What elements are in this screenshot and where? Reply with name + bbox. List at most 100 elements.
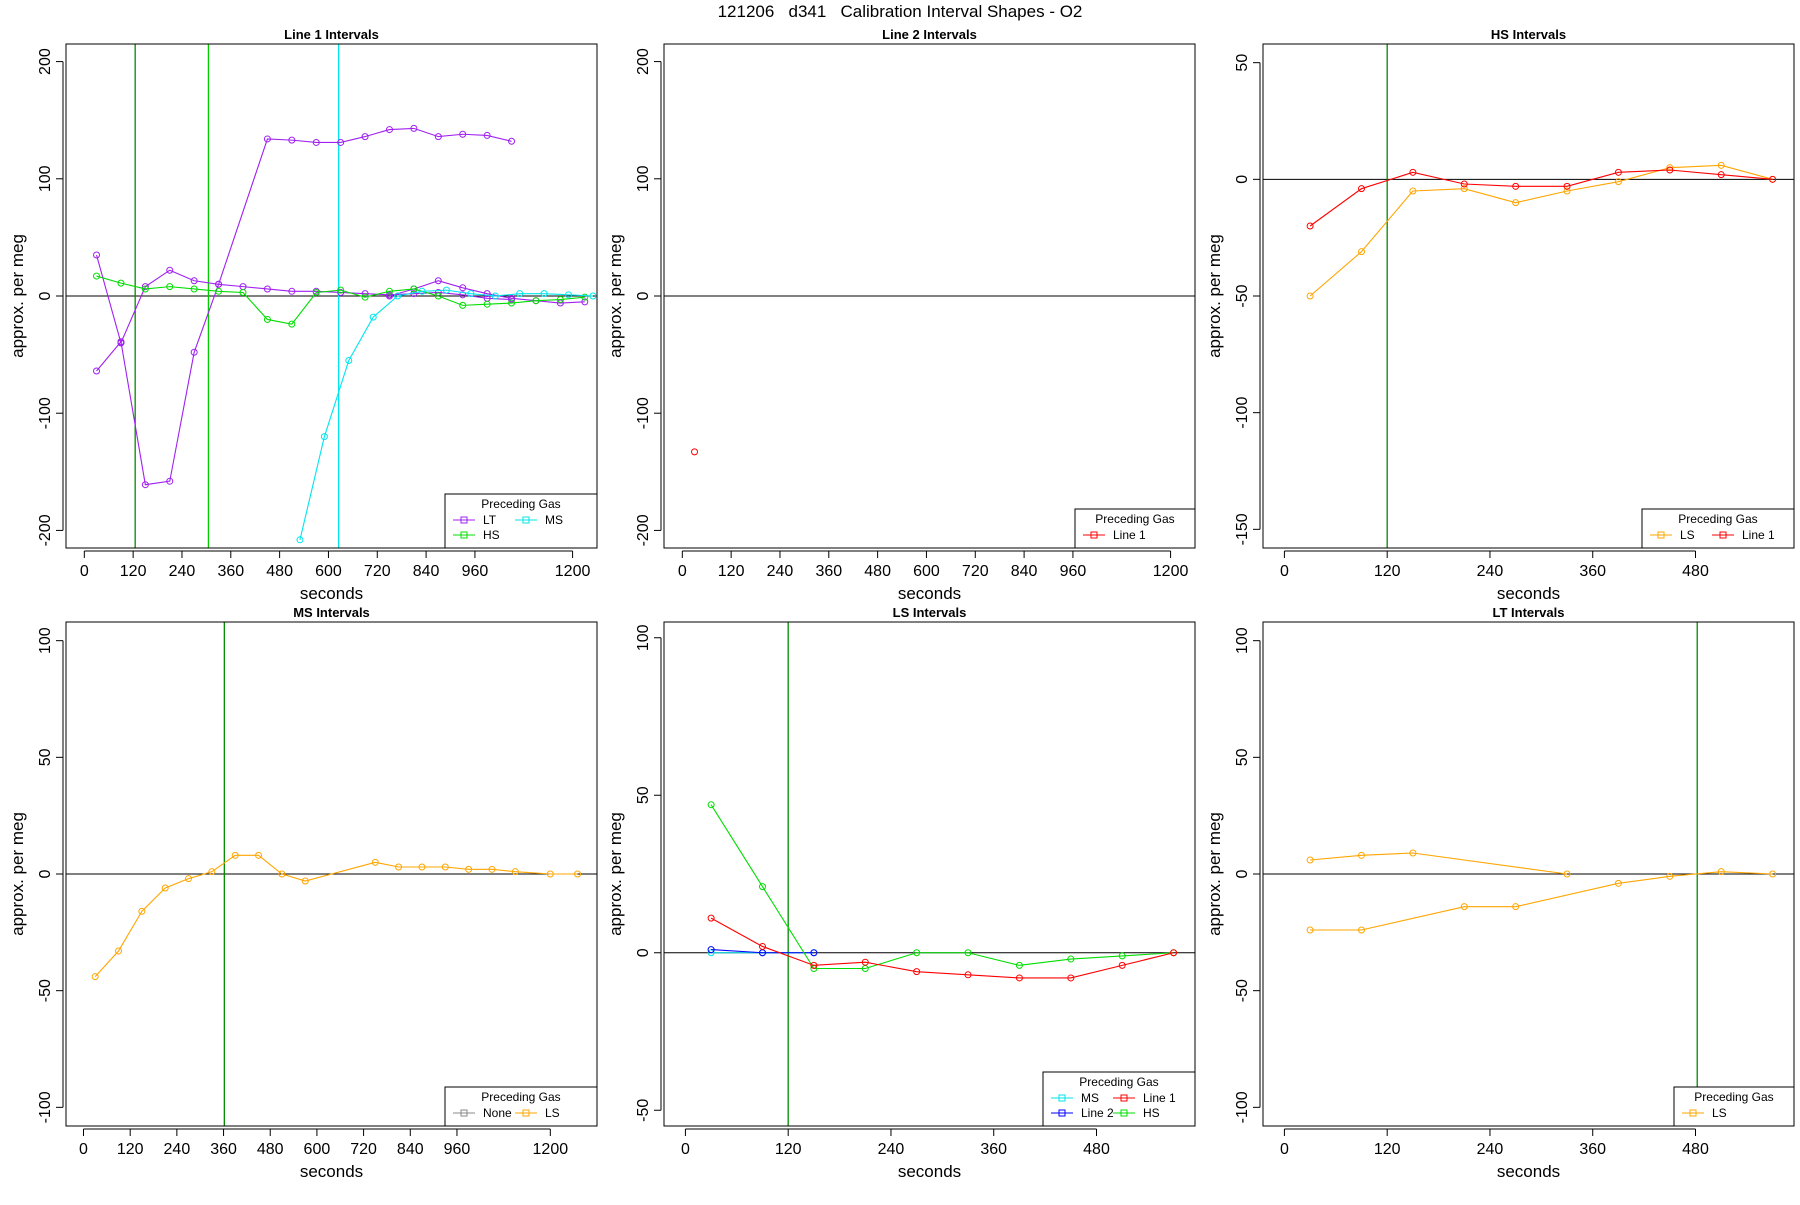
x-tick-label: 0 (681, 1141, 690, 1158)
legend-entry: Line 2 (1051, 1106, 1114, 1120)
y-axis-label: approx. per meg (1205, 234, 1224, 358)
series-ms (296, 286, 597, 544)
data-point (117, 338, 125, 346)
data-point (215, 280, 223, 288)
series-line (96, 275, 585, 325)
data-point (166, 266, 174, 274)
legend-entry: LT (453, 513, 497, 527)
y-tick-label: -200 (37, 514, 54, 546)
y-axis: -50 0 50 100 (635, 624, 662, 1122)
x-tick-label: 360 (980, 1141, 1007, 1158)
data-point (320, 433, 328, 441)
y-tick-label: 100 (1234, 627, 1251, 654)
x-axis: 0 120 240 360 480 600 720 840 960 1200 (79, 1128, 568, 1158)
legend-box (1641, 508, 1795, 549)
panel-title: HS Intervals (1491, 27, 1566, 42)
data-point (288, 320, 296, 328)
data-layer (66, 44, 597, 548)
x-tick-label: 600 (913, 563, 940, 580)
y-tick-label: -100 (37, 1091, 54, 1123)
y-tick-label: -100 (37, 397, 54, 429)
legend-title: Preceding Gas (1079, 1075, 1158, 1089)
series-ls (1306, 849, 1571, 878)
data-point (1306, 926, 1314, 934)
data-point (1460, 903, 1468, 911)
y-tick-label: 0 (37, 291, 54, 300)
data-point (964, 971, 972, 979)
series-line (1309, 164, 1773, 297)
y-tick-label: -100 (635, 397, 652, 429)
x-axis: 0 120 240 360 480 600 720 840 960 1200 (80, 550, 590, 580)
legend-swatch-marker (460, 516, 468, 524)
data-point (1614, 168, 1622, 176)
data-point (441, 863, 449, 871)
legend-swatch-marker (522, 516, 530, 524)
data-point (459, 291, 467, 299)
data-point (1409, 168, 1417, 176)
panel-title: MS Intervals (293, 605, 370, 620)
series-line-1 (707, 914, 1178, 982)
legend-swatch-marker (460, 531, 468, 539)
legend-entry: HS (453, 528, 500, 542)
data-point (215, 287, 223, 295)
data-point (810, 961, 818, 969)
x-tick-label: 840 (413, 563, 440, 580)
data-point (371, 858, 379, 866)
figure-title: 121206 d341 Calibration Interval Shapes … (717, 2, 1083, 21)
legend-swatch-marker (1657, 531, 1665, 539)
legend-label: Line 1 (1742, 528, 1775, 542)
data-point (1666, 166, 1674, 174)
x-axis: 0 120 240 360 480 (1280, 1128, 1709, 1158)
chart-panel-5: LS Intervals 0 120 240 360 480 seconds -50 0 50 10… (606, 605, 1196, 1181)
x-tick-label: 240 (1477, 1141, 1504, 1158)
legend: Preceding Gas LS Line 1 (1641, 508, 1795, 549)
data-point (581, 298, 589, 306)
x-tick-label: 960 (444, 1141, 471, 1158)
data-point (1717, 171, 1725, 179)
data-point (166, 283, 174, 291)
data-point (810, 949, 818, 957)
y-tick-label: 50 (635, 786, 652, 804)
data-point (263, 135, 271, 143)
y-tick-label: -200 (635, 514, 652, 546)
series-line (710, 804, 1174, 970)
data-point (488, 865, 496, 873)
data-point (361, 133, 369, 141)
data-point (508, 137, 516, 145)
data-point (263, 285, 271, 293)
data-point (532, 297, 540, 305)
x-tick-label: 360 (217, 563, 244, 580)
x-axis-label: seconds (898, 1162, 961, 1181)
x-tick-label: 120 (120, 563, 147, 580)
data-point (288, 287, 296, 295)
plot-frame (1262, 621, 1795, 1127)
data-point (410, 285, 418, 293)
legend-label: Line 1 (1143, 1091, 1176, 1105)
x-tick-label: 480 (257, 1141, 284, 1158)
x-tick-label: 120 (1374, 1141, 1401, 1158)
data-point (1614, 178, 1622, 186)
data-point (459, 130, 467, 138)
data-point (278, 870, 286, 878)
data-point (913, 968, 921, 976)
legend-entry: MS (1051, 1091, 1099, 1105)
x-axis-label: seconds (898, 584, 961, 603)
data-point (1717, 868, 1725, 876)
series-line (120, 269, 512, 344)
data-point (93, 367, 101, 375)
legend-label: LT (483, 513, 497, 527)
data-point (394, 292, 402, 300)
data-point (1015, 974, 1023, 982)
x-tick-label: 360 (1579, 1141, 1606, 1158)
series-lt (93, 251, 125, 347)
legend-swatch-marker (1058, 1094, 1066, 1102)
data-point (117, 279, 125, 287)
data-point (1067, 974, 1075, 982)
series-line (95, 254, 122, 344)
data-point (418, 287, 426, 295)
data-point (1563, 182, 1571, 190)
series-line-1 (691, 448, 699, 456)
data-point (964, 949, 972, 957)
x-axis: 0 120 240 360 480 (681, 1128, 1110, 1158)
